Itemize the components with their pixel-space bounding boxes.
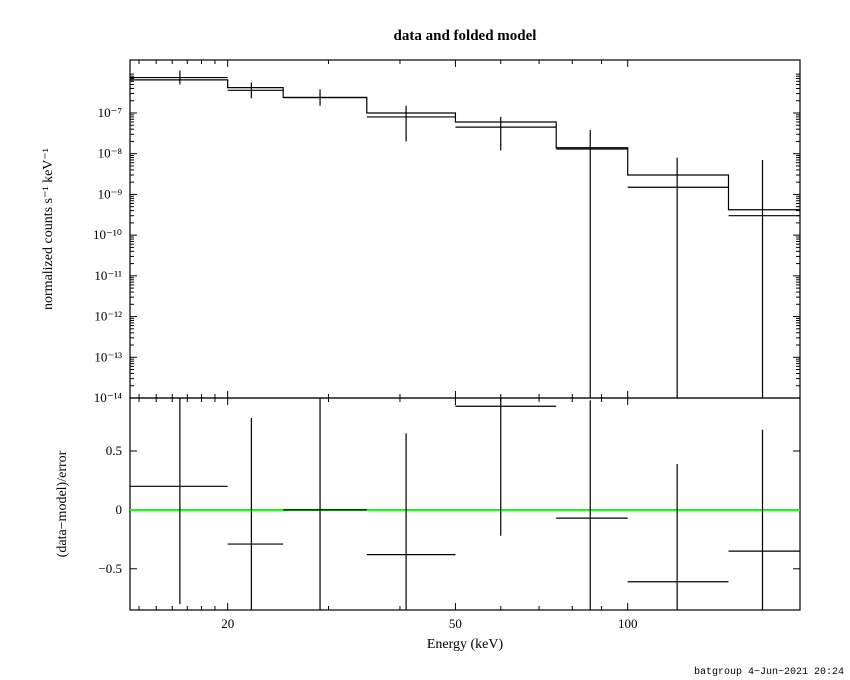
footer-timestamp: batgroup 4−Jun−2021 20:24 [694, 667, 844, 678]
chart-svg: data and folded model 20 50 100 Energy (keV)… [0, 0, 850, 680]
svg-text:10⁻⁷: 10⁻⁷ [98, 105, 122, 120]
svg-text:10⁻¹⁴: 10⁻¹⁴ [94, 390, 123, 405]
figure: data and folded model 20 50 100 Energy (keV)… [0, 0, 850, 680]
svg-text:10⁻⁹: 10⁻⁹ [98, 186, 123, 201]
svg-text:20: 20 [221, 616, 234, 631]
svg-text:10⁻⁸: 10⁻⁸ [98, 146, 123, 161]
svg-text:10⁻¹²: 10⁻¹² [94, 309, 122, 324]
svg-text:0: 0 [116, 502, 123, 517]
svg-text:data and folded model: data and folded model [394, 28, 537, 44]
svg-text:10⁻¹¹: 10⁻¹¹ [94, 268, 122, 283]
svg-text:10⁻¹⁰: 10⁻¹⁰ [93, 227, 122, 242]
svg-text:100: 100 [618, 616, 638, 631]
svg-text:Energy (keV): Energy (keV) [427, 637, 504, 652]
svg-text:10⁻¹³: 10⁻¹³ [94, 349, 122, 364]
svg-text:(data−model)/error: (data−model)/error [55, 450, 70, 557]
svg-text:normalized counts s⁻¹ keV⁻¹: normalized counts s⁻¹ keV⁻¹ [41, 148, 56, 310]
svg-text:50: 50 [449, 616, 462, 631]
svg-text:−0.5: −0.5 [98, 561, 122, 576]
svg-text:0.5: 0.5 [106, 443, 122, 458]
